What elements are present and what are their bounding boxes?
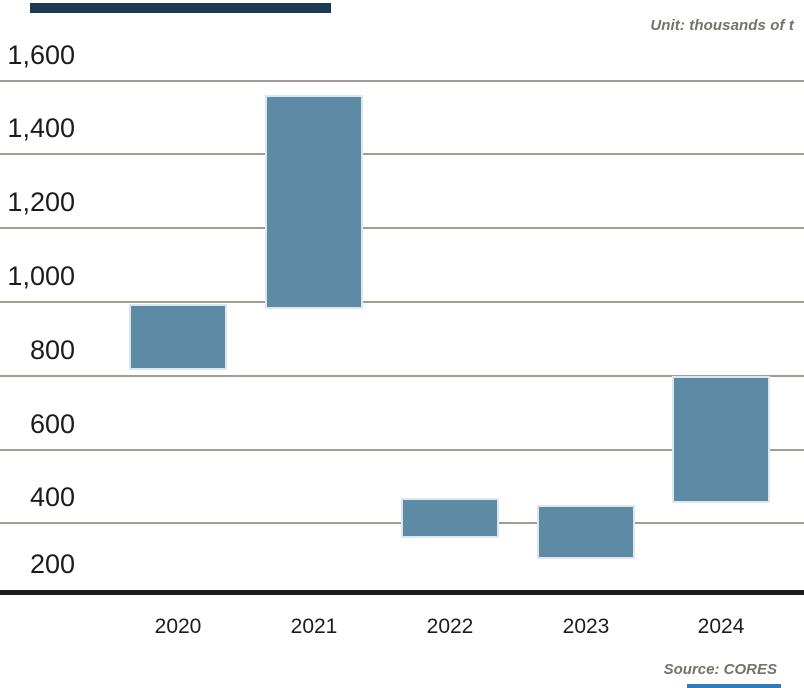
- x-axis-label-2021: 2021: [290, 615, 338, 638]
- x-axis-line: [0, 590, 804, 595]
- range-bar-2023: [537, 505, 635, 559]
- gridline-1000: [0, 300, 804, 303]
- gridline-1200: [0, 227, 804, 230]
- y-axis-label-200: 200: [29, 549, 75, 579]
- x-axis-label-2022: 2022: [426, 615, 474, 638]
- brand-top-bar: [30, 3, 331, 13]
- gridline-800: [0, 374, 804, 377]
- y-axis-label-1400: 1,400: [7, 113, 75, 144]
- gridline-600: [0, 448, 804, 451]
- y-axis-label-400: 400: [29, 482, 75, 513]
- range-bar-2021: [265, 95, 363, 310]
- x-axis-label-2020: 2020: [154, 615, 202, 638]
- y-axis-label-1200: 1,200: [7, 187, 75, 218]
- source-note: Source: CORES: [663, 661, 777, 678]
- range-bar-2024: [672, 375, 770, 504]
- gridline-1400: [0, 153, 804, 156]
- range-bar-2020: [129, 303, 227, 371]
- y-axis-label-800: 800: [29, 334, 75, 365]
- y-axis-label-1600: 1,600: [7, 39, 75, 70]
- bottom-accent-line: [687, 684, 781, 688]
- x-axis-label-2024: 2024: [697, 615, 745, 638]
- x-axis-label-2023: 2023: [562, 615, 610, 638]
- y-axis-label-1000: 1,000: [7, 260, 75, 291]
- y-axis-label-600: 600: [29, 408, 75, 439]
- range-bar-2022: [401, 497, 499, 539]
- gridline-1600: [0, 79, 804, 82]
- unit-note: Unit: thousands of t: [650, 17, 794, 34]
